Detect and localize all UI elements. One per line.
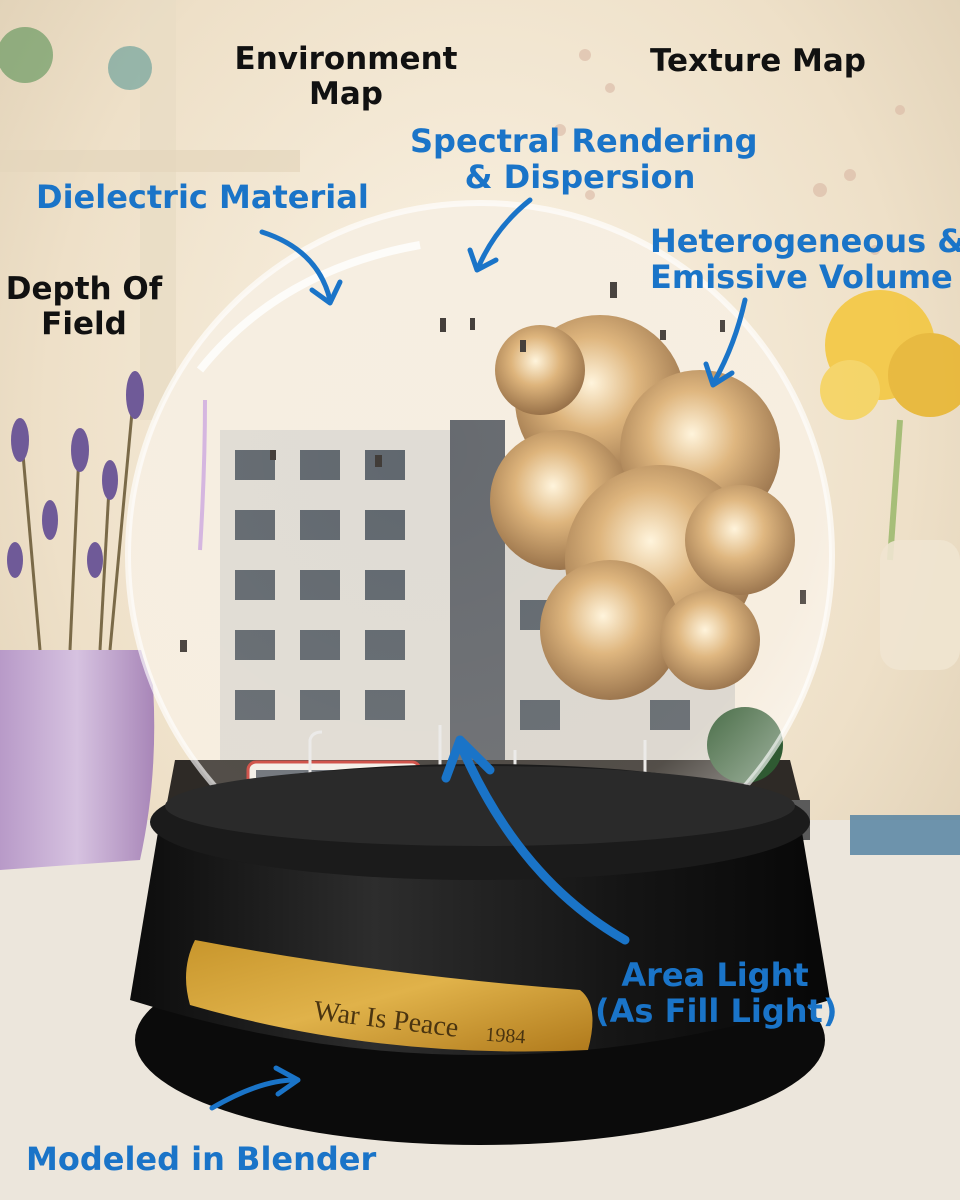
spectral-rendering-line-2: & Dispersion bbox=[464, 157, 696, 196]
plaque-year: 1984 bbox=[485, 1024, 526, 1049]
area-light-label: Area Light (As Fill Light) bbox=[595, 956, 838, 1030]
modeled-in-blender-label: Modeled in Blender bbox=[26, 1140, 377, 1178]
dielectric-material-text: Dielectric Material bbox=[36, 178, 369, 216]
spectral-rendering-line-1: Spectral Rendering bbox=[410, 122, 758, 160]
environment-map-line-2: Map bbox=[309, 75, 383, 112]
environment-map-line-1: Environment bbox=[234, 41, 458, 77]
depth-of-field-label: Depth Of Field bbox=[0, 272, 168, 341]
spectral-rendering-label: Spectral Rendering & Dispersion bbox=[410, 122, 758, 196]
heterogeneous-volume-line-2: Emissive Volume bbox=[650, 257, 953, 296]
heterogeneous-volume-label: Heterogeneous & Emissive Volume bbox=[650, 222, 960, 296]
dielectric-material-label: Dielectric Material bbox=[36, 178, 369, 216]
area-light-line-1: Area Light bbox=[621, 956, 809, 994]
area-light-line-2: (As Fill Light) bbox=[595, 991, 838, 1030]
modeled-in-blender-text: Modeled in Blender bbox=[26, 1140, 377, 1178]
depth-of-field-line-2: Field bbox=[41, 305, 127, 342]
texture-map-text: Texture Map bbox=[650, 43, 867, 79]
environment-map-label: Environment Map bbox=[228, 42, 464, 111]
texture-map-label: Texture Map bbox=[650, 44, 866, 79]
heterogeneous-volume-line-1: Heterogeneous & bbox=[650, 222, 960, 260]
depth-of-field-line-1: Depth Of bbox=[5, 271, 163, 307]
